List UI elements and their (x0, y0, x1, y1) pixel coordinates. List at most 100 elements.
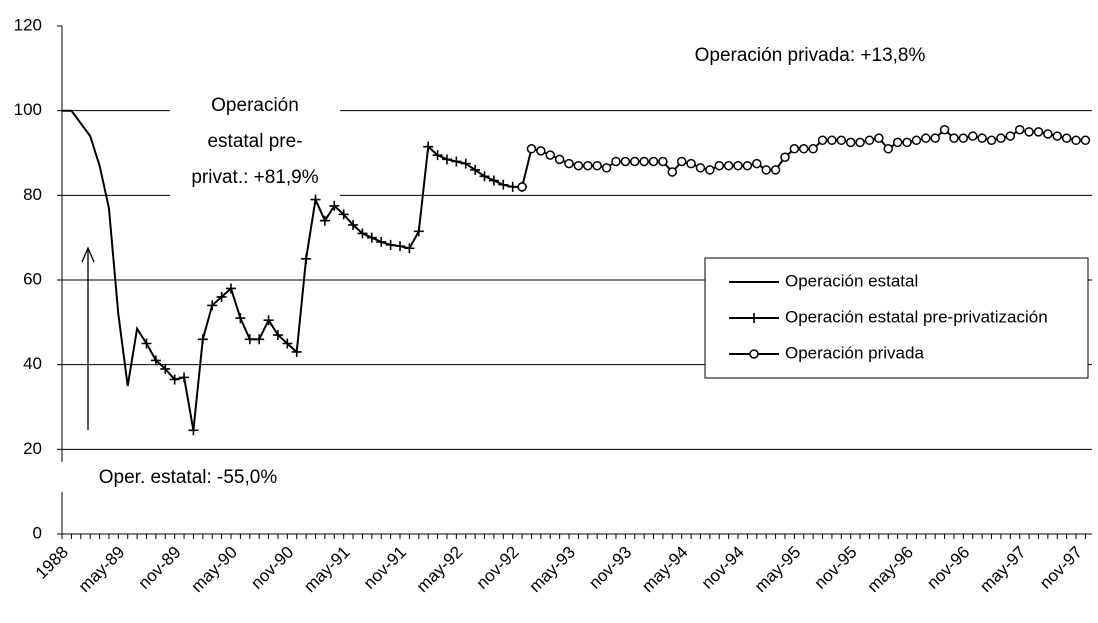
marker-circle (968, 131, 978, 141)
marker-circle (770, 165, 781, 175)
y-tick-label: 120 (14, 15, 42, 34)
marker-plus (395, 241, 406, 252)
marker-plus (254, 334, 265, 345)
marker-plus (413, 226, 424, 237)
marker-circle (930, 133, 940, 143)
marker-circle (1061, 133, 1072, 143)
x-tick-label: nov-96 (923, 543, 973, 593)
marker-circle (1052, 131, 1063, 141)
marker-circle (986, 135, 997, 146)
marker-plus (282, 338, 293, 349)
marker-plus (329, 200, 340, 211)
marker-circle (676, 156, 687, 167)
x-tick-label: may-95 (751, 543, 805, 597)
marker-plus (310, 194, 321, 205)
marker-circle (733, 160, 743, 171)
x-tick-label: nov-90 (247, 543, 297, 593)
marker-circle (864, 135, 875, 146)
marker-plus (160, 363, 171, 374)
marker-circle (658, 156, 668, 167)
marker-circle (1024, 127, 1034, 137)
annotation: estatal pre- (207, 131, 302, 152)
marker-plus (338, 209, 349, 220)
marker-plus (479, 171, 490, 182)
marker-plus (404, 243, 415, 254)
x-tick-label: 1988 (32, 543, 72, 583)
x-tick-label: nov-93 (585, 543, 635, 593)
marker-circle (629, 156, 640, 167)
x-tick-label: may-96 (864, 543, 918, 597)
series-line (62, 109, 148, 386)
annotation-bg (170, 90, 340, 200)
marker-circle (1005, 131, 1016, 141)
marker-plus (319, 215, 330, 226)
marker-circle (742, 160, 753, 171)
marker-plus (385, 239, 396, 250)
marker-circle (639, 156, 649, 167)
marker-circle (564, 158, 574, 169)
marker-plus (207, 300, 218, 311)
x-tick-label: may-97 (976, 543, 1030, 597)
annotation: Operación (211, 95, 299, 116)
marker-circle (1043, 129, 1053, 139)
marker-circle (554, 154, 565, 165)
marker-circle (749, 349, 759, 359)
marker-plus (357, 228, 368, 239)
x-tick-label: nov-94 (698, 543, 748, 593)
arrow-head (81, 246, 95, 263)
marker-circle (601, 163, 612, 173)
marker-circle (921, 133, 931, 143)
marker-plus (498, 179, 509, 190)
legend-label: Operación estatal (785, 271, 918, 290)
y-tick-label: 100 (14, 100, 42, 119)
marker-plus (226, 283, 237, 294)
marker-circle (1014, 124, 1025, 135)
marker-circle (958, 133, 969, 143)
legend-label: Operación estatal pre-privatización (785, 307, 1048, 326)
marker-plus (376, 236, 387, 247)
marker-plus (441, 154, 452, 165)
marker-circle (545, 150, 555, 160)
x-tick-label: may-94 (638, 543, 692, 597)
marker-plus (141, 338, 152, 349)
marker-circle (536, 146, 546, 156)
marker-circle (611, 156, 621, 167)
y-tick-label: 0 (33, 523, 42, 542)
marker-circle (667, 167, 678, 177)
marker-plus (470, 164, 481, 175)
marker-plus (366, 232, 377, 243)
marker-circle (695, 163, 706, 173)
marker-circle (648, 156, 659, 167)
marker-circle (1071, 135, 1081, 146)
marker-circle (799, 144, 809, 154)
marker-circle (996, 133, 1006, 143)
marker-circle (620, 156, 631, 167)
marker-plus (301, 253, 312, 264)
marker-circle (1080, 135, 1091, 146)
marker-circle (780, 152, 790, 162)
x-tick-label: nov-89 (134, 543, 184, 593)
marker-circle (949, 133, 959, 143)
y-tick-label: 20 (23, 439, 42, 458)
marker-circle (836, 135, 847, 146)
marker-circle (723, 160, 734, 171)
marker-plus (488, 175, 499, 186)
x-tick-label: nov-92 (472, 543, 522, 593)
annotation: privat.: +81,9% (191, 167, 318, 188)
marker-plus (263, 315, 274, 326)
marker-circle (714, 160, 724, 171)
marker-circle (911, 135, 922, 146)
y-tick-label: 60 (23, 269, 42, 288)
marker-plus (169, 374, 180, 385)
marker-circle (752, 158, 762, 169)
marker-circle (517, 182, 527, 192)
marker-plus (507, 181, 518, 192)
x-tick-label: may-93 (525, 543, 579, 597)
marker-circle (592, 160, 602, 171)
marker-circle (855, 137, 865, 148)
x-tick-label: may-89 (75, 543, 129, 597)
marker-plus (216, 291, 227, 302)
marker-circle (892, 137, 903, 148)
marker-circle (817, 135, 828, 146)
